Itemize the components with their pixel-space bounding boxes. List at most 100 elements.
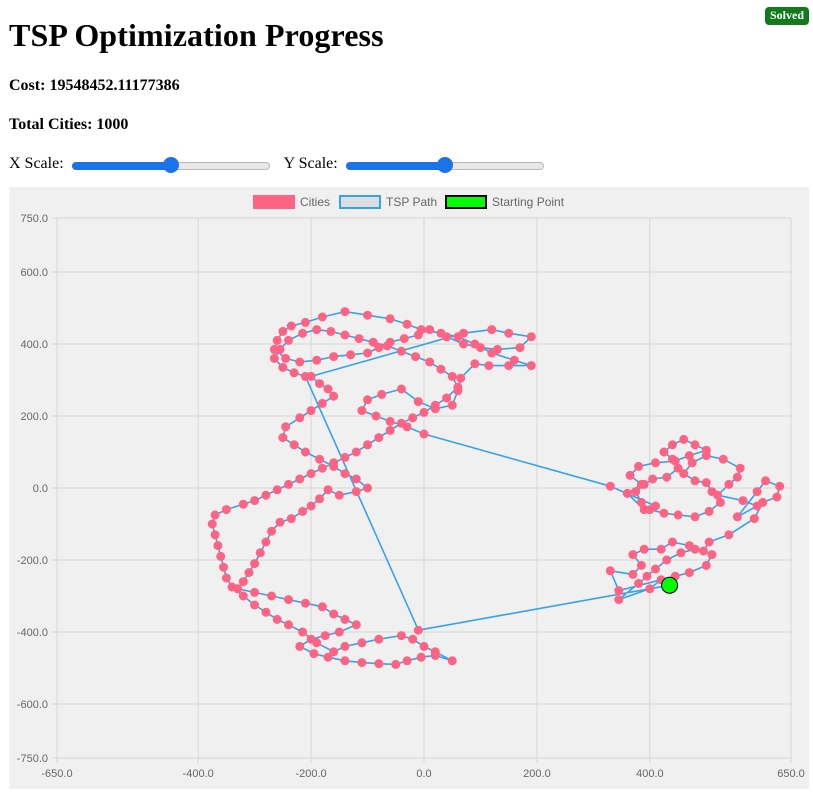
x-scale-label: X Scale: — [9, 155, 64, 172]
y-scale-thumb[interactable] — [436, 157, 453, 173]
city-point — [283, 479, 293, 489]
city-point — [340, 656, 350, 666]
chart-area: -650.0 -400.0 -200.0 0.0 200.0 400.0 650.0 750.… — [9, 187, 809, 789]
city-point — [329, 458, 339, 468]
city-point — [278, 326, 288, 336]
city-point — [484, 361, 494, 371]
city-point — [363, 395, 373, 405]
city-point — [425, 325, 435, 335]
city-point — [447, 656, 457, 666]
city-point — [351, 447, 361, 457]
y-tick-label: -750.0 — [17, 753, 48, 765]
city-point — [679, 434, 689, 444]
city-point — [413, 397, 423, 407]
cost-label: Cost: 19548452.11177386 — [9, 77, 180, 94]
y-tick-label: 750.0 — [20, 213, 48, 225]
x-tick-label: -200.0 — [295, 768, 326, 780]
city-point — [315, 494, 325, 504]
city-point — [656, 544, 666, 554]
x-scale-slider[interactable] — [71, 156, 270, 173]
city-point — [487, 325, 497, 335]
city-point — [334, 490, 344, 500]
legend-label: Starting Point — [492, 195, 565, 209]
city-point — [419, 641, 429, 651]
city-point — [363, 483, 373, 493]
city-point — [357, 658, 367, 668]
city-point — [323, 652, 333, 662]
city-point — [385, 425, 395, 435]
city-point — [250, 587, 260, 597]
city-point — [504, 328, 514, 338]
city-point — [374, 433, 384, 443]
x-tick-label: 200.0 — [523, 768, 551, 780]
y-tick-label: 0.0 — [33, 483, 48, 495]
city-point — [453, 382, 463, 392]
scale-controls: X Scale: Y Scale: — [9, 155, 558, 173]
status-badge: Solved — [764, 7, 809, 25]
city-point — [761, 476, 771, 486]
legend-swatch — [253, 195, 295, 209]
city-point — [442, 393, 452, 403]
city-point — [459, 339, 469, 349]
city-point — [442, 332, 452, 342]
city-point — [250, 559, 260, 569]
legend-label: Cities — [300, 195, 330, 209]
x-scale-thumb[interactable] — [162, 157, 179, 173]
city-point — [210, 510, 220, 520]
city-point — [238, 577, 248, 587]
city-point — [329, 391, 339, 401]
city-point — [385, 314, 395, 324]
city-point — [281, 353, 291, 363]
city-point — [371, 411, 381, 421]
city-point — [738, 496, 748, 506]
city-point — [283, 335, 293, 345]
city-point — [732, 512, 742, 522]
city-point — [354, 334, 364, 344]
city-point — [312, 355, 322, 365]
city-point — [351, 620, 361, 630]
city-point — [315, 454, 325, 464]
city-point — [238, 499, 248, 509]
city-point — [306, 406, 316, 416]
city-point — [216, 551, 226, 561]
city-point — [323, 485, 333, 495]
city-point — [295, 641, 305, 651]
x-scale-fill — [71, 162, 171, 170]
city-point — [227, 582, 237, 592]
city-point — [340, 452, 350, 462]
city-point — [269, 353, 279, 363]
city-point — [636, 479, 646, 489]
city-point — [667, 537, 677, 547]
city-point — [648, 474, 658, 484]
city-point — [250, 600, 260, 610]
city-point — [475, 343, 485, 353]
city-point — [396, 418, 406, 428]
city-point — [515, 343, 525, 353]
city-point — [283, 620, 293, 630]
city-point — [732, 472, 742, 482]
city-point — [250, 496, 260, 506]
city-point — [707, 487, 717, 497]
city-point — [718, 454, 728, 464]
city-point — [411, 352, 421, 362]
city-point — [636, 560, 646, 570]
city-point — [272, 614, 282, 624]
y-scale-slider[interactable] — [345, 156, 544, 173]
city-point — [261, 537, 271, 547]
city-point — [374, 343, 384, 353]
city-point — [659, 508, 669, 518]
city-point — [724, 530, 734, 540]
city-point — [509, 355, 519, 365]
city-point — [447, 371, 457, 381]
city-point — [492, 344, 502, 354]
city-point — [425, 357, 435, 367]
city-point — [351, 487, 361, 497]
city-point — [320, 631, 330, 641]
city-point — [399, 334, 409, 344]
city-point — [289, 368, 299, 378]
page-title: TSP Optimization Progress — [9, 17, 384, 53]
city-point — [340, 614, 350, 624]
city-point — [289, 440, 299, 450]
city-point — [363, 310, 373, 320]
city-point — [679, 469, 689, 479]
